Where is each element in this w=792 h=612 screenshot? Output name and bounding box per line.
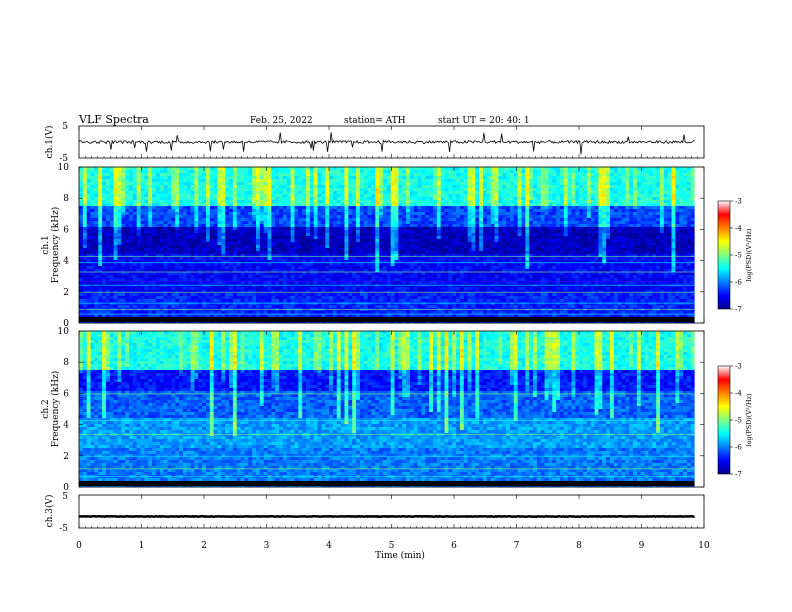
spectrogram-band-line	[79, 476, 695, 478]
ch1-colorbar-bar	[717, 200, 731, 310]
spectrogram-baseline-band	[79, 481, 695, 486]
axis-ticks	[78, 126, 705, 528]
x-tick-label: 5	[389, 541, 395, 551]
colorbar-tick-label: -6	[735, 279, 742, 287]
spectrogram-band-line	[79, 419, 695, 421]
y-tick-label: 8	[63, 358, 69, 368]
ch1-ytick-bottom: -5	[59, 154, 68, 164]
x-tick-label: 2	[201, 541, 207, 551]
colorbar-tick-label: -6	[735, 444, 742, 452]
x-axis-label: Time (min)	[375, 550, 425, 561]
colorbar-tick-label: -3	[735, 363, 742, 371]
spectrogram-band-line	[79, 393, 695, 395]
spectrogram-band-line	[79, 302, 695, 304]
y-tick-label: 4	[63, 257, 69, 267]
ch3-ytick-bottom: -5	[59, 524, 68, 534]
spectrogram-baseline-band	[79, 317, 695, 322]
spectrogram-band-line	[79, 291, 695, 293]
x-tick-label: 0	[76, 541, 82, 551]
x-tick-label: 3	[264, 541, 270, 551]
ch1-colorbar: -3 -4 -5 -6 -7 log(PSD)(V²/Hz)	[717, 198, 753, 314]
x-tick-label: 1	[139, 541, 145, 551]
ch1-spectrogram-ylabel: ch.1Frequency (kHz)	[41, 207, 61, 284]
ch1-colorbar-ticks: -3 -4 -5 -6 -7	[730, 198, 742, 314]
spectrogram-band-line	[79, 468, 695, 470]
ch1-colorbar-label: log(PSD)(V²/Hz)	[745, 228, 753, 281]
y-tick-label: 2	[63, 452, 69, 462]
ch2-colorbar-bar	[717, 365, 731, 475]
ch3-ytick-top: 5	[62, 492, 68, 502]
colorbar-tick-label: -3	[735, 198, 742, 206]
x-tick-label: 8	[576, 541, 582, 551]
spectrogram-band-line	[79, 271, 695, 273]
y-tick-label: 2	[63, 288, 69, 298]
ch3-waveform-trace	[79, 514, 695, 519]
ch1-waveform-trace	[78, 132, 695, 155]
spectrogram-band-line	[79, 255, 695, 257]
y-tick-label: 10	[58, 327, 70, 337]
y-tick-label: 8	[63, 194, 69, 204]
start-ut-label: start UT = 20: 40: 1	[438, 116, 530, 126]
ch3-waveform-ylabel: ch.3(V)	[44, 495, 55, 528]
colorbar-tick-label: -5	[735, 417, 742, 425]
spectrogram-band-line	[79, 308, 695, 310]
ch1-spectrogram-image	[79, 167, 705, 324]
date-label: Feb. 25, 2022	[250, 116, 313, 126]
ch2-spectrogram-yticks: 0 2 4 6 8 10	[58, 327, 70, 493]
spectrogram-band-line	[79, 313, 695, 315]
y-tick-label: 0	[63, 483, 69, 493]
y-tick-label: 0	[63, 319, 69, 329]
y-tick-label: 6	[63, 225, 69, 235]
colorbar-tick-label: -7	[735, 306, 742, 314]
y-tick-label: 6	[63, 389, 69, 399]
ch2-colorbar-label: log(PSD)(V²/Hz)	[745, 393, 753, 446]
x-tick-label: 9	[639, 541, 645, 551]
spectrogram-band-line	[79, 284, 695, 286]
y-tick-label: 10	[58, 163, 70, 173]
ch1-waveform-ylabel: ch.1(V)	[44, 126, 55, 159]
ch1-spectrogram-yticks: 0 2 4 6 8 10	[58, 163, 70, 329]
ch2-colorbar-ticks: -3 -4 -5 -6 -7	[730, 363, 742, 479]
x-tick-label: 10	[698, 541, 710, 551]
ch2-spectrogram-ylabel: ch.2Frequency (kHz)	[41, 371, 61, 448]
x-tick-label: 6	[451, 541, 457, 551]
x-tick-label: 4	[326, 541, 332, 551]
colorbar-tick-label: -5	[735, 252, 742, 260]
spectrogram-band-line	[79, 262, 695, 264]
ch1-ytick-top: 5	[62, 122, 68, 132]
colorbar-tick-label: -4	[735, 390, 742, 398]
colorbar-tick-label: -4	[735, 225, 742, 233]
figure-title: VLF Spectra	[78, 113, 149, 126]
x-tick-labels: 0 1 2 3 4 5 6 7 8 9 10	[76, 541, 710, 551]
spectrogram-band-line	[79, 455, 695, 457]
ch2-colorbar: -3 -4 -5 -6 -7 log(PSD)(V²/Hz)	[717, 363, 753, 479]
ch3-waveform-frame	[78, 494, 705, 529]
station-label: station= ATH	[344, 116, 406, 126]
colorbar-tick-label: -7	[735, 471, 742, 479]
ch2-spectrogram-image	[79, 331, 705, 488]
x-tick-label: 7	[514, 541, 520, 551]
y-tick-label: 4	[63, 421, 69, 431]
spectrogram-band-line	[79, 433, 695, 435]
